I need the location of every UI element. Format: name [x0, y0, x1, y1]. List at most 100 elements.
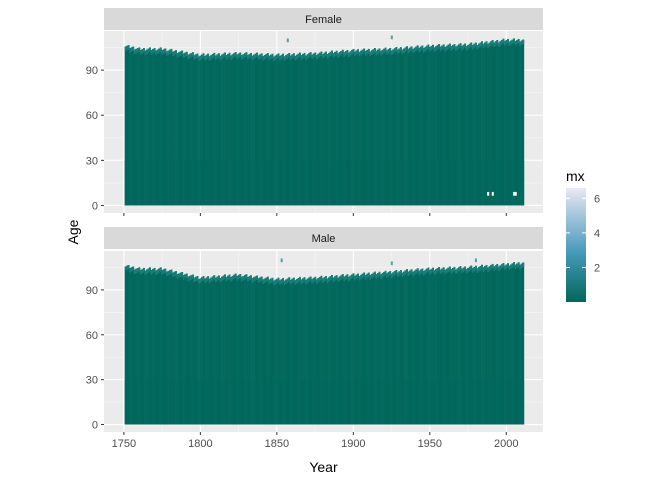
heat-column [193, 55, 196, 206]
heat-cell-high [251, 55, 254, 61]
y-tick-label: 30 [86, 155, 98, 167]
heat-column [144, 270, 147, 425]
heat-cell [221, 379, 223, 425]
heat-cell-high [484, 42, 486, 48]
heat-cell [470, 379, 473, 425]
heat-cell [289, 379, 292, 425]
heat-column [381, 273, 384, 425]
heat-cell-high [401, 49, 404, 55]
heat-cell [205, 379, 208, 425]
heat-cell-high [373, 271, 376, 277]
heat-cell-high [361, 273, 364, 279]
heat-cell-high [198, 279, 200, 284]
heat-cell [329, 160, 332, 206]
heat-cell-high [427, 267, 430, 272]
heat-cell-high [422, 48, 425, 53]
heat-column [285, 55, 288, 206]
heat-cell [219, 160, 222, 206]
heat-column [181, 272, 184, 425]
heat-column [386, 50, 389, 206]
heat-cell-high [276, 54, 278, 60]
heat-cell [438, 379, 441, 425]
heat-cell-high [302, 54, 304, 59]
heat-column [256, 275, 259, 425]
heat-cell [299, 160, 301, 206]
heat-cell [349, 160, 352, 206]
heat-cell [165, 160, 168, 206]
heat-cell [303, 379, 306, 425]
heat-column [516, 40, 519, 206]
heat-cell [462, 160, 465, 206]
heat-cell-high [354, 51, 356, 57]
heat-column [378, 271, 381, 425]
heat-cell-high [516, 40, 519, 45]
heat-cell [335, 160, 338, 206]
heat-column [355, 50, 358, 206]
heat-column [144, 50, 147, 206]
heat-cell-high [167, 270, 170, 276]
heat-cell [269, 160, 272, 206]
heat-cell [302, 160, 304, 206]
heat-cell-high [321, 54, 324, 59]
heat-cell [373, 160, 376, 206]
heat-column [141, 268, 144, 425]
heat-cell [243, 160, 246, 206]
heat-cell [291, 379, 294, 425]
heat-cell-high [494, 265, 497, 270]
heat-column [221, 54, 223, 206]
heat-column [262, 279, 265, 425]
heat-cell [228, 379, 231, 425]
heat-cell-high [323, 277, 326, 282]
heat-cell-high [503, 41, 506, 46]
heat-cell-high [306, 278, 309, 284]
heat-column [282, 278, 285, 425]
heat-column [269, 54, 272, 206]
heat-cell-high [187, 276, 190, 282]
heat-cell [236, 160, 239, 206]
heat-column [481, 264, 483, 425]
heat-column [375, 274, 378, 425]
heat-cell [351, 160, 353, 206]
heat-cell-high [222, 275, 225, 281]
heat-cell [185, 160, 188, 206]
heat-cell-high [427, 44, 430, 50]
facet-strip-label: Male [312, 233, 336, 245]
heat-column [282, 53, 285, 206]
heat-cell-high [392, 49, 395, 54]
heat-cell [162, 379, 165, 425]
heat-column [139, 50, 142, 206]
x-tick-label: 1950 [418, 438, 442, 450]
heat-cell [129, 379, 132, 425]
y-tick-label: 90 [86, 65, 98, 77]
heat-column [251, 55, 254, 206]
heat-column [418, 270, 421, 425]
heat-cell-high [347, 276, 350, 282]
heat-cell-high [268, 55, 271, 61]
heat-cell [198, 160, 200, 206]
heat-column [253, 54, 255, 206]
heat-cell [225, 379, 228, 425]
heat-column [257, 55, 260, 206]
heat-column [468, 43, 471, 206]
heat-cell [306, 379, 309, 425]
heat-cell-high [312, 53, 315, 59]
heat-column [395, 270, 398, 425]
heat-cell [156, 379, 159, 425]
heat-cell-high [458, 267, 460, 272]
heat-column [502, 263, 505, 425]
heat-column [485, 41, 488, 206]
heat-column [169, 49, 171, 206]
heat-cell-high [337, 53, 340, 58]
heat-cell-high [265, 54, 268, 59]
heat-column [132, 46, 135, 206]
heat-cell [147, 160, 150, 206]
heat-cell [461, 160, 463, 206]
heat-cell [477, 379, 480, 425]
heat-cell [396, 160, 399, 206]
heat-column [193, 277, 196, 425]
heat-cell [343, 379, 346, 425]
heat-column [510, 264, 512, 425]
heat-column [450, 269, 453, 425]
heat-cell [491, 379, 494, 425]
heat-column [380, 274, 382, 425]
